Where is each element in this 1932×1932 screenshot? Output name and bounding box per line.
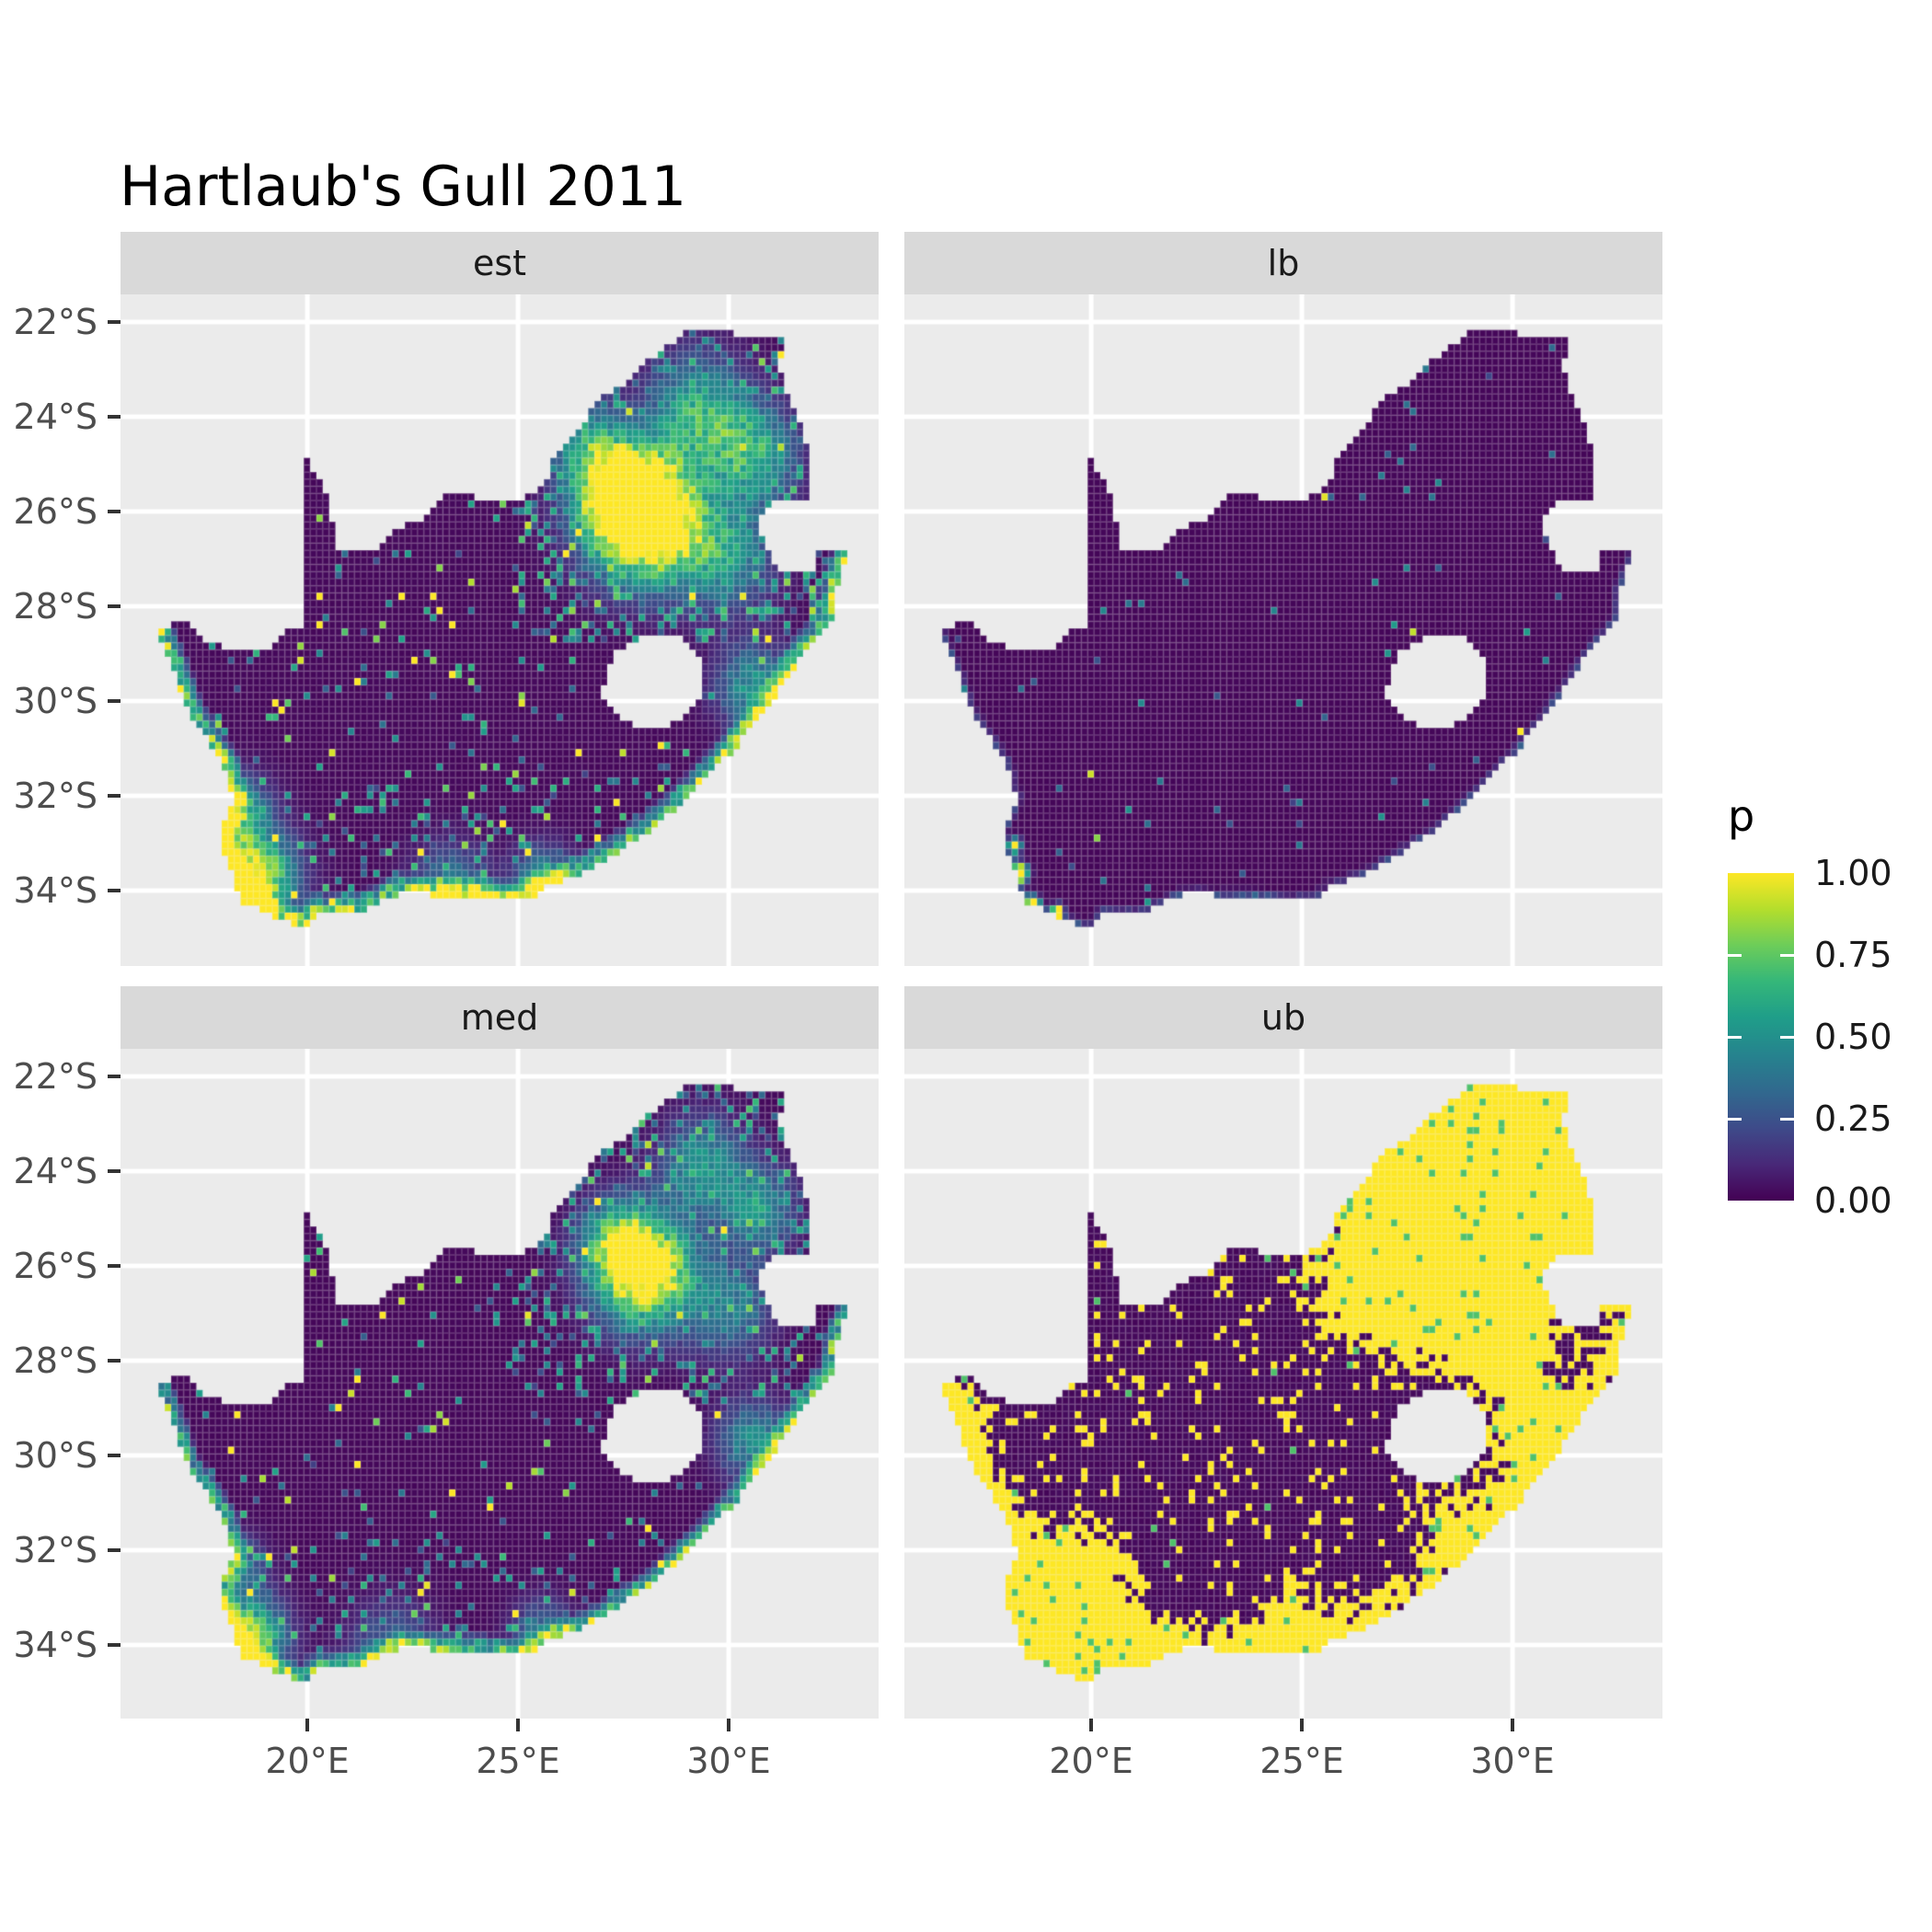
x-axis-tick	[305, 1719, 310, 1731]
colorbar-tick	[1728, 1035, 1742, 1039]
chart-title: Hartlaub's Gull 2011	[120, 155, 687, 219]
y-axis-tick	[108, 889, 121, 893]
y-axis-label: 24°S	[13, 1151, 98, 1192]
colorbar-label: 0.75	[1814, 935, 1892, 975]
y-axis-label: 24°S	[13, 397, 98, 438]
x-axis-label: 25°E	[476, 1741, 560, 1781]
y-axis-tick	[108, 794, 121, 799]
y-axis-label: 28°S	[13, 586, 98, 627]
y-axis-tick	[108, 320, 121, 325]
y-axis-label: 30°S	[13, 681, 98, 722]
y-axis-label: 34°S	[13, 1625, 98, 1666]
y-axis-label: 22°S	[13, 302, 98, 343]
x-axis-label: 25°E	[1259, 1741, 1344, 1781]
colorbar-label: 0.25	[1814, 1098, 1892, 1139]
y-axis-tick	[108, 604, 121, 609]
y-axis-tick	[108, 1075, 121, 1079]
x-axis-label: 30°E	[1470, 1741, 1555, 1781]
y-axis-tick	[108, 1359, 121, 1363]
y-axis-tick	[108, 1169, 121, 1174]
x-axis-tick	[516, 1719, 521, 1731]
y-axis-label: 26°S	[13, 1246, 98, 1287]
y-axis-tick	[108, 415, 121, 420]
x-axis-tick	[1089, 1719, 1094, 1731]
y-axis-label: 32°S	[13, 776, 98, 817]
y-axis-tick	[108, 510, 121, 514]
x-axis-label: 30°E	[686, 1741, 771, 1781]
y-axis-tick	[108, 1548, 121, 1553]
facet-strip-med: med	[121, 986, 879, 1049]
y-axis-label: 28°S	[13, 1340, 98, 1382]
legend-title: p	[1728, 791, 1755, 841]
facet-strip-label: est	[472, 243, 527, 283]
colorbar-tick	[1780, 953, 1794, 957]
map-panel-est	[121, 294, 879, 966]
colorbar-label: 0.50	[1814, 1017, 1892, 1057]
facet-strip-est: est	[121, 232, 879, 294]
map-panel-med	[121, 1049, 879, 1719]
x-axis-label: 20°E	[1049, 1741, 1133, 1781]
y-axis-tick	[108, 1643, 121, 1648]
y-axis-label: 32°S	[13, 1530, 98, 1571]
x-axis-tick	[727, 1719, 731, 1731]
y-axis-label: 34°S	[13, 870, 98, 912]
map-panel-ub	[904, 1049, 1662, 1719]
map-panel-lb	[904, 294, 1662, 966]
facet-strip-label: med	[460, 997, 539, 1038]
colorbar-tick	[1728, 1117, 1742, 1121]
x-axis-tick	[1511, 1719, 1515, 1731]
y-axis-label: 26°S	[13, 491, 98, 533]
colorbar-tick	[1780, 1117, 1794, 1121]
colorbar-tick	[1728, 953, 1742, 957]
facet-strip-label: ub	[1260, 997, 1306, 1038]
y-axis-label: 30°S	[13, 1435, 98, 1477]
y-axis-tick	[108, 699, 121, 704]
y-axis-label: 22°S	[13, 1056, 98, 1098]
colorbar-label: 1.00	[1814, 853, 1892, 893]
colorbar-label: 0.00	[1814, 1180, 1892, 1221]
y-axis-tick	[108, 1454, 121, 1458]
colorbar-tick	[1780, 1035, 1794, 1039]
facet-strip-ub: ub	[904, 986, 1662, 1049]
y-axis-tick	[108, 1264, 121, 1269]
x-axis-label: 20°E	[265, 1741, 350, 1781]
facet-strip-lb: lb	[904, 232, 1662, 294]
x-axis-tick	[1300, 1719, 1305, 1731]
colorbar-legend: p 1.00 0.75 0.50 0.25 0.00	[1728, 791, 1932, 1221]
facet-strip-label: lb	[1267, 243, 1300, 283]
